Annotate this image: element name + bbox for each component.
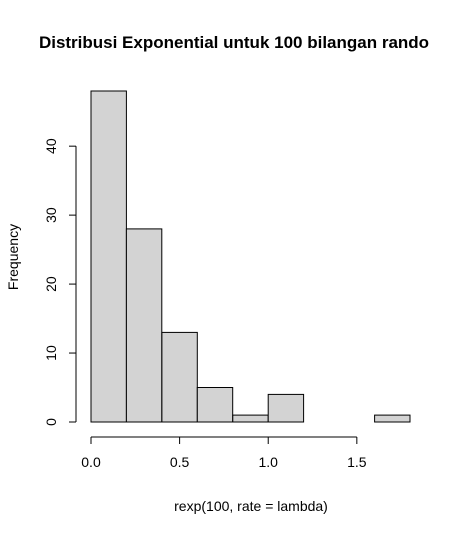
x-tick-label: 0.0 [81, 454, 101, 470]
y-axis-label: Frequency [5, 224, 21, 290]
histogram-bar [125, 228, 163, 423]
y-tick-label: 20 [43, 276, 59, 292]
x-axis: 0.0 0.5 1.0 1.5 [81, 436, 367, 470]
histogram-bar [161, 331, 198, 423]
bars-group [90, 90, 411, 423]
histogram-bar [374, 414, 411, 423]
y-axis: 0 10 20 30 40 [43, 138, 77, 426]
x-tick-label: 1.0 [258, 454, 278, 470]
y-tick-label: 40 [43, 138, 59, 154]
x-tick-label: 1.5 [347, 454, 367, 470]
y-tick-label: 0 [43, 418, 59, 426]
histogram-bar [196, 387, 234, 423]
y-tick-label: 30 [43, 207, 59, 223]
x-tick-label: 0.5 [170, 454, 190, 470]
chart-title: Distribusi Exponential untuk 100 bilanga… [39, 33, 429, 52]
x-axis-label: rexp(100, rate = lambda) [174, 498, 328, 514]
y-tick-label: 10 [43, 345, 59, 361]
histogram-bar [232, 414, 269, 423]
histogram-bar [90, 90, 127, 423]
histogram-bar [267, 393, 305, 423]
